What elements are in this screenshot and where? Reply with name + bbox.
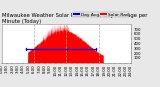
Legend: Day Avg, Solar Rad: Day Avg, Solar Rad (72, 12, 129, 17)
Text: Milwaukee Weather Solar Radiation & Day Average per Minute (Today): Milwaukee Weather Solar Radiation & Day … (2, 13, 147, 24)
